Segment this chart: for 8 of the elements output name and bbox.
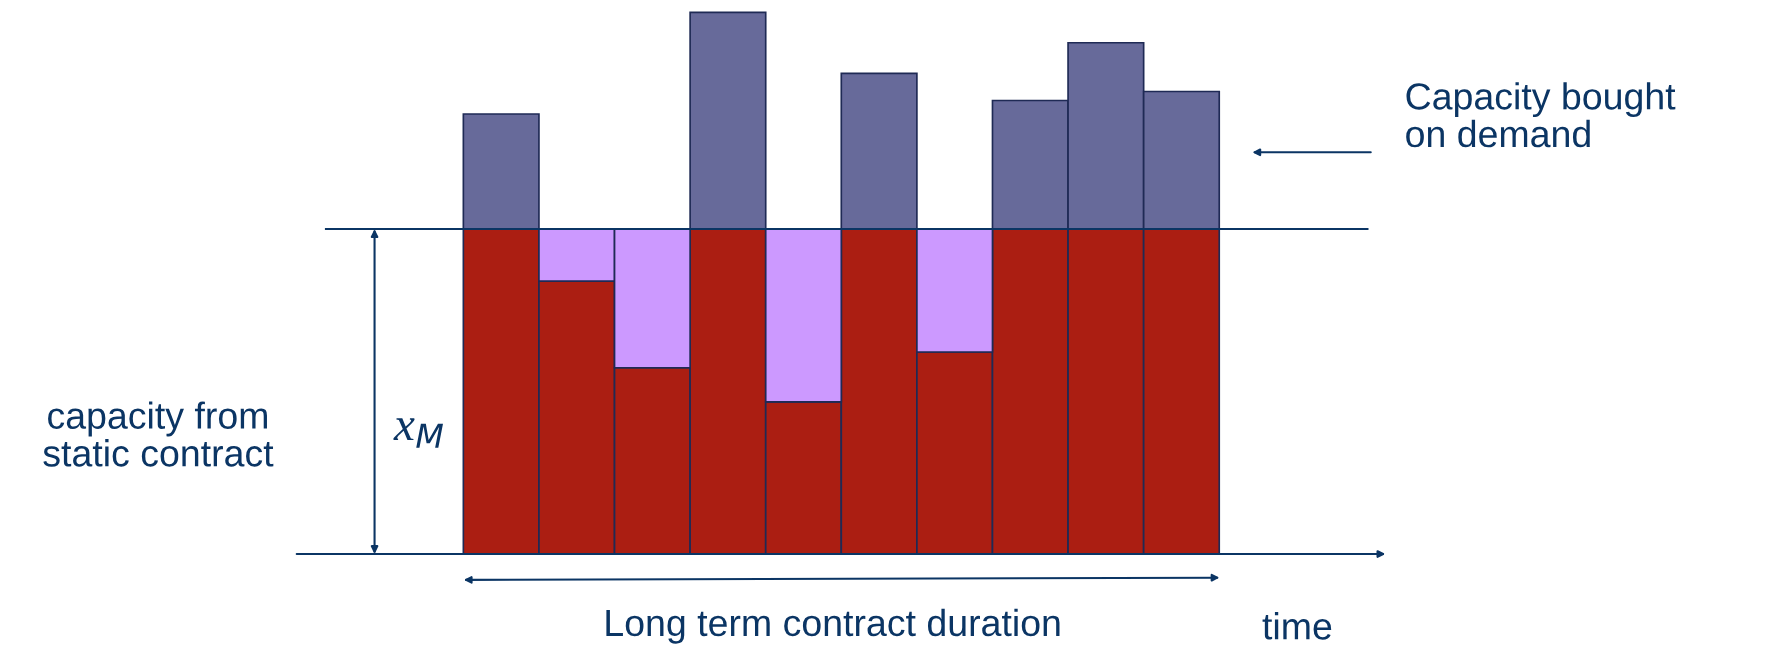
text: capacity from static contract [43,401,274,467]
text: time [1262,612,1332,640]
bar [689,11,767,230]
text: Long term contract duration [606,608,1060,644]
bar [462,113,540,230]
bar [840,72,918,230]
text: Capacity bought on demand [1406,82,1676,148]
text: x$_{M}$ [393,418,443,448]
